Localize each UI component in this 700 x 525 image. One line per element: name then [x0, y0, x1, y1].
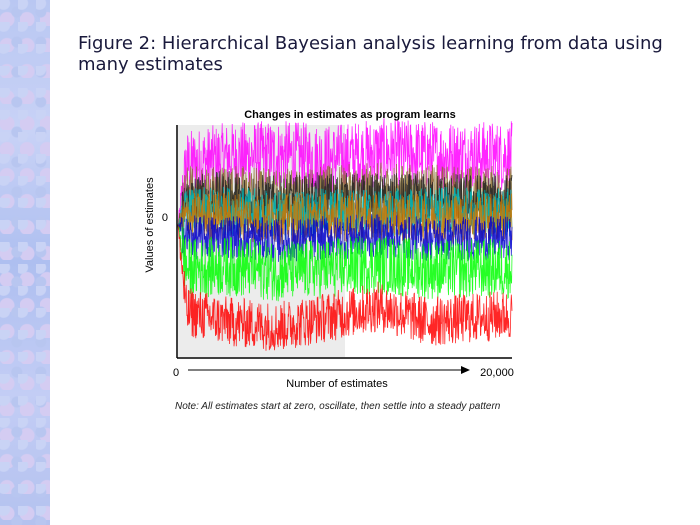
series-line-5 — [177, 214, 513, 263]
chart-title: Changes in estimates as program learns — [244, 109, 456, 121]
slide-title: Figure 2: Hierarchical Bayesian analysis… — [78, 33, 663, 75]
series-layer — [177, 118, 513, 351]
x-tick-end: 20,000 — [480, 367, 514, 379]
y-tick-zero: 0 — [162, 212, 168, 224]
x-tick-start: 0 — [173, 367, 179, 379]
decorative-sidebar — [0, 0, 50, 525]
y-axis-label: Values of estimates — [144, 177, 156, 273]
x-axis-label: Number of estimates — [286, 378, 388, 390]
series-line-7 — [177, 225, 513, 351]
x-axis-arrow-head — [461, 366, 470, 374]
series-line-6 — [177, 225, 513, 302]
chart-note: Note: All estimates start at zero, oscil… — [175, 401, 501, 412]
